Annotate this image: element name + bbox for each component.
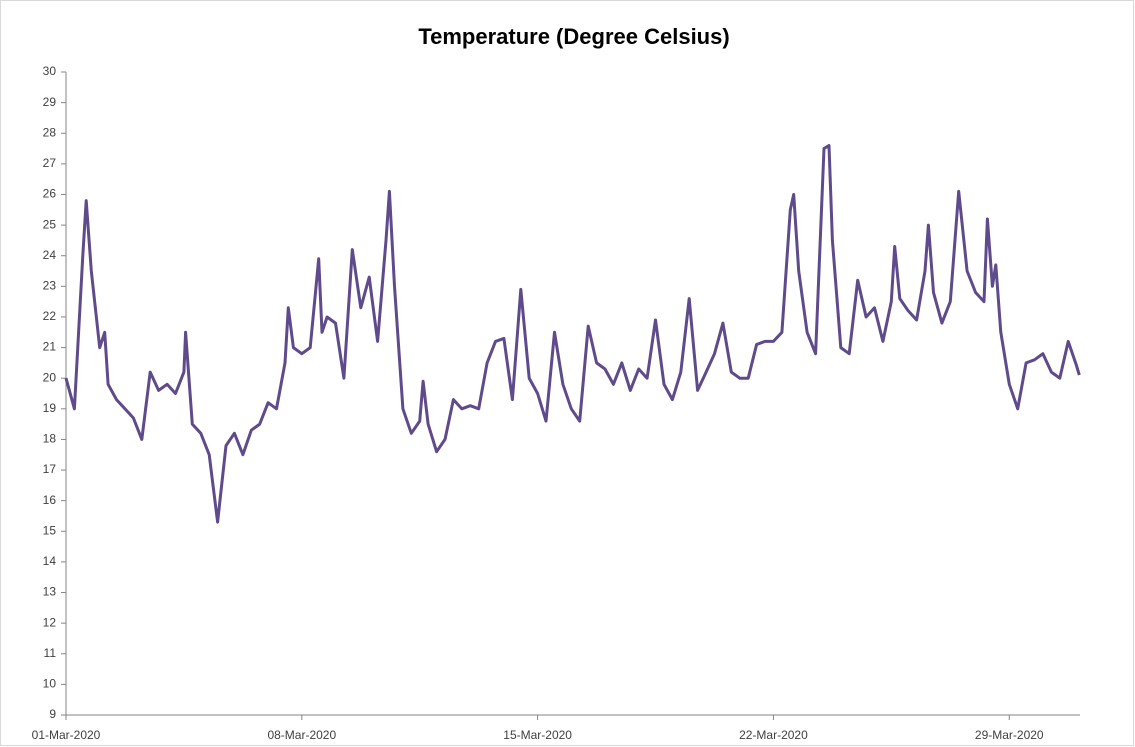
line-series [64, 144, 1081, 524]
y-tick-label: 9 [49, 707, 56, 721]
y-tick-label: 30 [43, 64, 57, 78]
y-tick-label: 16 [43, 493, 57, 507]
y-tick-label: 17 [43, 462, 57, 476]
y-tick-label: 20 [43, 370, 57, 384]
y-tick-label: 10 [43, 677, 57, 691]
y-tick-label: 28 [43, 125, 57, 139]
y-tick-label: 24 [43, 248, 57, 262]
chart-title: Temperature (Degree Celsius) [418, 24, 729, 49]
y-tick-label: 29 [43, 95, 57, 109]
y-tick-label: 13 [43, 585, 57, 599]
x-tick-label: 22-Mar-2020 [739, 728, 808, 742]
x-tick-label: 29-Mar-2020 [975, 728, 1044, 742]
x-tick-label: 01-Mar-2020 [32, 728, 101, 742]
y-tick-label: 15 [43, 523, 57, 537]
y-tick-label: 26 [43, 187, 57, 201]
y-tick-label: 21 [43, 340, 57, 354]
y-tick-label: 11 [44, 646, 57, 660]
x-tick-label: 15-Mar-2020 [503, 728, 572, 742]
y-tick-label: 22 [43, 309, 57, 323]
y-tick-label: 23 [43, 279, 57, 293]
y-tick-label: 14 [43, 554, 57, 568]
y-tick-label: 19 [43, 401, 57, 415]
y-tick-label: 27 [43, 156, 57, 170]
y-tick-label: 25 [43, 217, 57, 231]
y-tick-label: 12 [43, 615, 57, 629]
y-tick-label: 18 [43, 432, 57, 446]
x-tick-label: 08-Mar-2020 [267, 728, 336, 742]
